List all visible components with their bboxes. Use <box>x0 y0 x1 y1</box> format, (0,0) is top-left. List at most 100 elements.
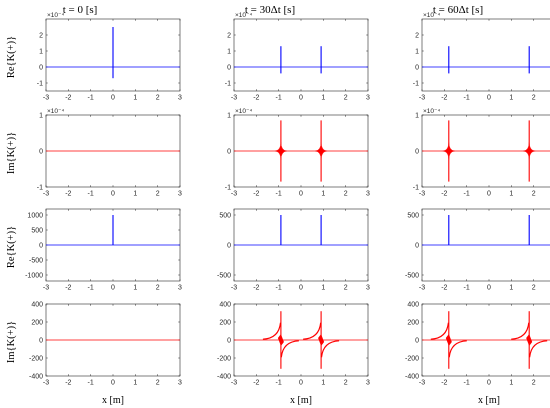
series-hyperbola-core <box>445 334 452 346</box>
x-tick-label: -2 <box>65 95 71 102</box>
x-tick-label: 3 <box>366 380 370 387</box>
x-tick-label: 0 <box>299 95 303 102</box>
y-exponent-label: ×10⁻⁴ <box>423 12 440 19</box>
x-tick-label: 1 <box>509 285 513 292</box>
subplot-r3-c1: -3 -2 -1 0 1 2 3 -400 -200 0 200 400 <box>217 301 370 386</box>
x-tick-label: 2 <box>344 380 348 387</box>
x-tick-label: -2 <box>441 191 447 198</box>
x-tick-label: 2 <box>156 380 160 387</box>
subplot-r2-c1: -3 -2 -1 0 1 2 3 -500 0 500 <box>217 208 370 292</box>
x-tick-label: -2 <box>253 285 259 292</box>
y-exponent-label: ×10⁻⁴ <box>47 108 64 115</box>
x-tick-label: -1 <box>464 285 470 292</box>
x-tick-label: 0 <box>487 95 491 102</box>
x-tick-label: 1 <box>321 191 325 198</box>
x-tick-label: -3 <box>419 380 425 387</box>
x-tick-label: 2 <box>532 285 536 292</box>
x-tick-label: 1 <box>509 380 513 387</box>
y-tick-label: -400 <box>405 373 419 380</box>
subplot-r1-c1: -3 -2 -1 0 1 2 3 -1 0 1 ×10⁻⁴ <box>225 108 370 198</box>
y-exponent-label: ×10⁻⁴ <box>47 12 64 19</box>
y-tick-label: 0 <box>415 242 419 249</box>
y-tick-label: 400 <box>219 301 231 308</box>
y-tick-label: -1000 <box>25 272 43 279</box>
x-tick-label: -3 <box>231 95 237 102</box>
y-tick-label: 1000 <box>27 212 43 219</box>
x-tick-label: 1 <box>321 285 325 292</box>
x-tick-label: -3 <box>43 95 49 102</box>
x-tick-label: -2 <box>441 380 447 387</box>
y-exponent-label: ×10⁻⁴ <box>235 12 252 19</box>
y-tick-label: 2 <box>227 32 231 39</box>
series-hyperbola-left <box>262 322 282 340</box>
x-tick-label: 2 <box>344 285 348 292</box>
x-tick-label: 1 <box>321 380 325 387</box>
column-title-1: t = 30Δt [s] <box>245 4 295 16</box>
y-tick-label: 0 <box>415 148 419 155</box>
series-hyperbola-left <box>430 322 449 340</box>
row-ylabel-0: Re{Κ(+)} <box>6 36 17 78</box>
y-tick-label: -400 <box>217 373 231 380</box>
x-tick-label: 2 <box>156 285 160 292</box>
x-tick-label: -3 <box>43 191 49 198</box>
y-tick-label: 200 <box>407 319 419 326</box>
y-tick-label: -1 <box>37 80 43 87</box>
x-tick-label: 3 <box>366 285 370 292</box>
x-tick-label: 0 <box>299 285 303 292</box>
y-tick-label: 1 <box>227 48 231 55</box>
x-tick-label: -1 <box>88 191 94 198</box>
x-tick-label: 0 <box>487 380 491 387</box>
row-ylabel-2: Re{K(+)} <box>6 226 17 268</box>
x-tick-label: 3 <box>366 95 370 102</box>
subplot-r1-c0: -3 -2 -1 0 1 2 3 -1 0 1 ×10⁻⁴ <box>37 108 182 198</box>
x-tick-label: 1 <box>133 95 137 102</box>
y-tick-label: 500 <box>407 212 419 219</box>
x-tick-label: 2 <box>344 95 348 102</box>
x-tick-label: 3 <box>366 191 370 198</box>
subplot-r2-c0: -3 -2 -1 0 1 2 3 -1000 -500 0 500 1000 <box>25 208 182 292</box>
x-tick-label: -3 <box>231 380 237 387</box>
series-hyperbola-left <box>511 322 530 340</box>
x-tick-label: -2 <box>65 380 71 387</box>
x-tick-label: 1 <box>509 95 513 102</box>
x-tick-label: 2 <box>156 191 160 198</box>
series-hyperbola-right <box>529 340 548 358</box>
y-tick-label: 2 <box>39 32 43 39</box>
y-tick-label: -1 <box>37 184 43 191</box>
y-tick-label: -500 <box>29 257 43 264</box>
x-tick-label: -1 <box>88 380 94 387</box>
x-tick-label: -1 <box>88 285 94 292</box>
x-tick-label: -1 <box>88 95 94 102</box>
y-tick-label: 1 <box>39 112 43 119</box>
y-tick-label: 0 <box>227 148 231 155</box>
x-tick-label: -1 <box>276 285 282 292</box>
x-tick-label: 1 <box>133 285 137 292</box>
x-tick-label: 0 <box>111 285 115 292</box>
x-tick-label: -3 <box>43 285 49 292</box>
y-tick-label: -200 <box>29 355 43 362</box>
x-tick-label: -3 <box>231 191 237 198</box>
x-tick-label: -2 <box>253 380 259 387</box>
x-tick-label: 0 <box>111 95 115 102</box>
y-tick-label: -500 <box>405 272 419 279</box>
row-ylabel-1: Im{Κ(+)} <box>6 132 17 174</box>
series-hyperbola-core <box>277 334 284 346</box>
y-exponent-label: ×10⁻⁴ <box>235 108 252 115</box>
y-tick-label: 0 <box>227 337 231 344</box>
y-tick-label: -400 <box>29 373 43 380</box>
x-tick-label: -1 <box>276 380 282 387</box>
series-hyperbola-left <box>303 322 322 340</box>
xlabel-2: x [m] <box>478 395 500 406</box>
y-tick-label: 200 <box>219 319 231 326</box>
y-tick-label: 0 <box>39 242 43 249</box>
y-tick-label: 200 <box>31 319 43 326</box>
y-tick-label: 0 <box>415 64 419 71</box>
x-tick-label: 1 <box>321 95 325 102</box>
x-tick-label: 3 <box>178 285 182 292</box>
y-tick-label: 400 <box>31 301 43 308</box>
x-tick-label: 0 <box>299 191 303 198</box>
x-tick-label: -3 <box>419 285 425 292</box>
